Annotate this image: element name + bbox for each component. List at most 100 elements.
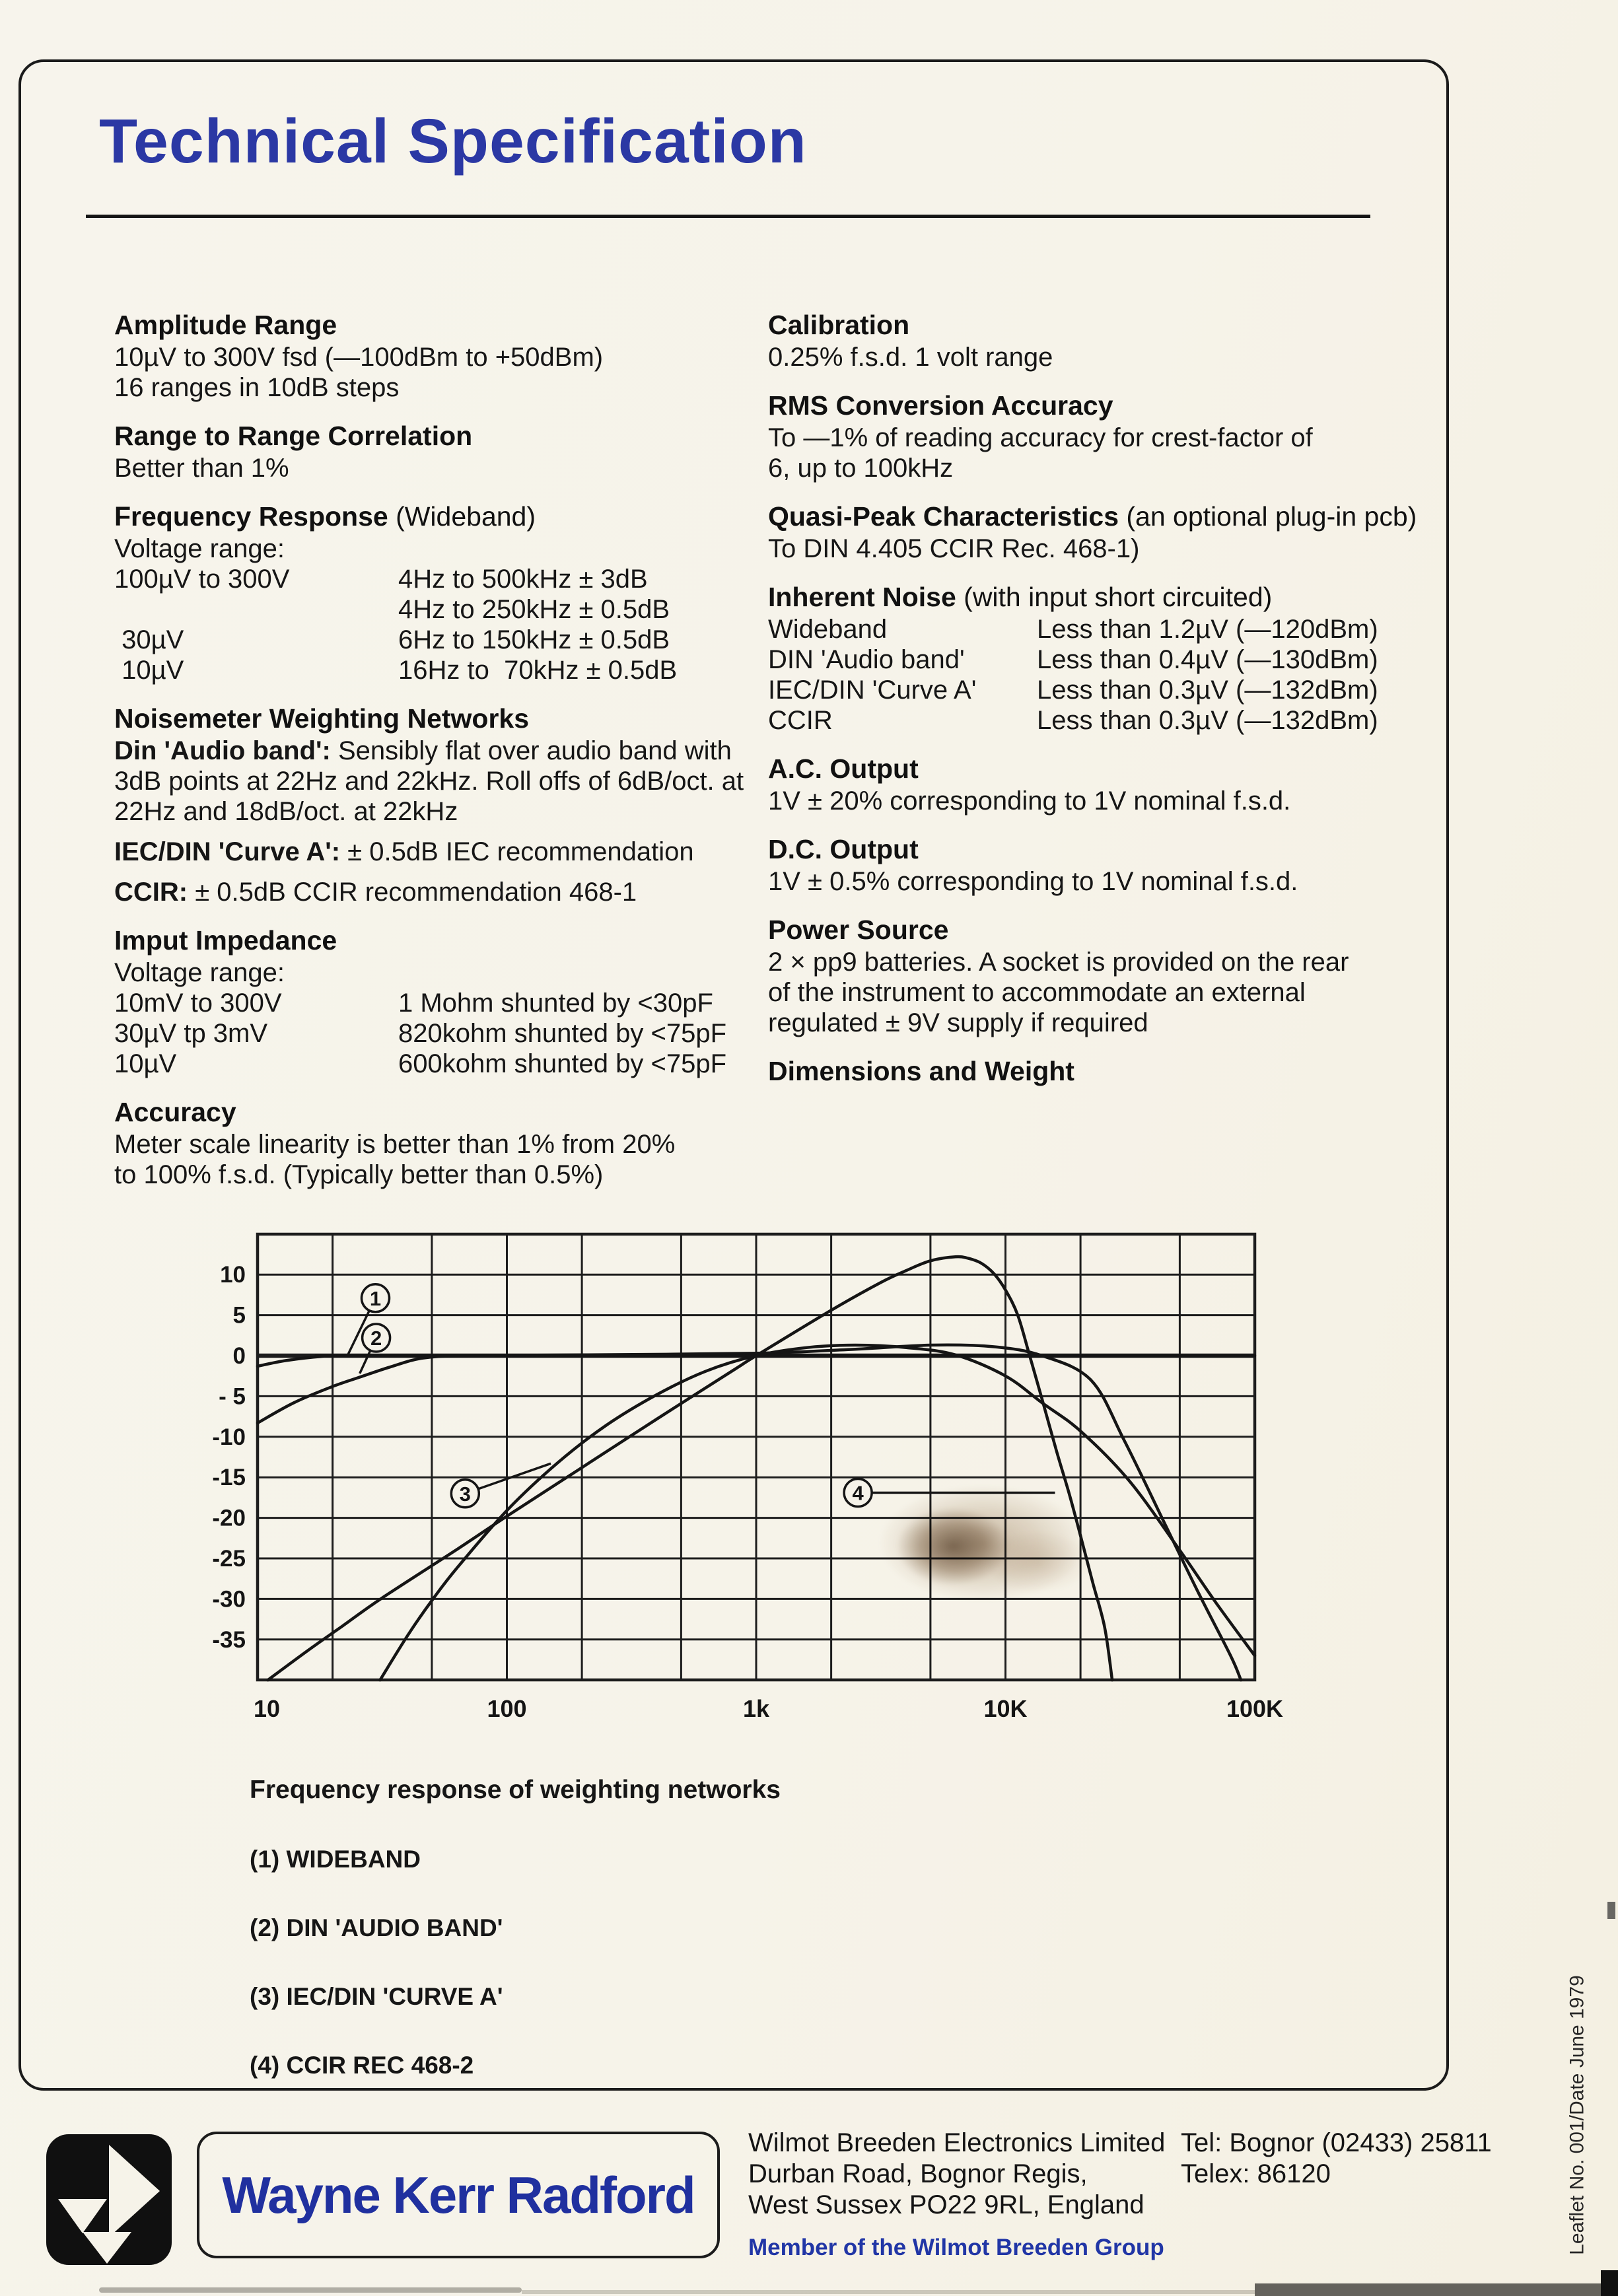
curve-iec-din-curve-a bbox=[378, 1343, 1257, 1682]
x-tick-label: 10 bbox=[254, 1695, 280, 1722]
legend-item: (4) CCIR REC 468-2 bbox=[250, 2052, 474, 2079]
spec-pair-value: Less than 0.3µV (—132dBm) bbox=[1037, 706, 1378, 735]
section-heading-suffix: (Wideband) bbox=[388, 501, 536, 532]
spec-pair-value: 4Hz to 500kHz ± 3dB bbox=[398, 565, 648, 594]
scan-edge-artifact bbox=[522, 2290, 1255, 2294]
x-tick-label: 100 bbox=[487, 1695, 526, 1722]
section-heading: Dimensions and Weight bbox=[768, 1056, 1074, 1086]
legend-item: (1) WIDEBAND bbox=[250, 1846, 421, 1873]
spec-section: Quasi-Peak Characteristics (an optional … bbox=[768, 501, 1485, 564]
curve-din-audio-band bbox=[256, 1343, 1243, 1682]
scan-edge-artifact bbox=[1255, 2283, 1618, 2296]
spec-line: 10µV to 300V fsd (—100dBm to +50dBm) bbox=[114, 343, 604, 372]
section-heading: Inherent Noise (with input short circuit… bbox=[768, 582, 1273, 612]
contact-line: Tel: Bognor (02433) 25811 bbox=[1181, 2128, 1492, 2157]
callout-number-3: 3 bbox=[460, 1482, 471, 1506]
spec-pair-label: CCIR bbox=[768, 706, 833, 735]
spec-section: Inherent Noise (with input short circuit… bbox=[768, 581, 1485, 736]
x-tick-label: 1k bbox=[743, 1695, 770, 1722]
callout-number-2: 2 bbox=[370, 1327, 382, 1350]
legend-item: (3) IEC/DIN 'CURVE A' bbox=[250, 1983, 503, 2010]
spec-pair-row: IEC/DIN 'Curve A' Less than 0.3µV (—132dB… bbox=[768, 675, 1485, 705]
y-tick-label: -20 bbox=[212, 1506, 246, 1531]
spec-line: of the instrument to accommodate an exte… bbox=[768, 978, 1306, 1007]
section-heading: Frequency Response (Wideband) bbox=[114, 501, 536, 532]
y-tick-label: 10 bbox=[220, 1262, 246, 1288]
section-heading: Calibration bbox=[768, 310, 910, 340]
section-heading: RMS Conversion Accuracy bbox=[768, 390, 1113, 421]
spec-pair-value: 820kohm shunted by <75pF bbox=[398, 1019, 727, 1048]
spec-line: To —1% of reading accuracy for crest-fac… bbox=[768, 423, 1313, 452]
spec-pair-value: Less than 1.2µV (—120dBm) bbox=[1037, 615, 1378, 644]
callout-number-4: 4 bbox=[852, 1482, 864, 1505]
callout-leader-3 bbox=[478, 1462, 551, 1490]
spec-section: Amplitude Range 10µV to 300V fsd (—100dBm… bbox=[114, 309, 785, 403]
spec-section: Imput Impedance Voltage range: 10mV to 300… bbox=[114, 924, 785, 1079]
spec-pair-row: 10µV 16Hz to 70kHz ± 0.5dB bbox=[114, 655, 785, 685]
spec-pair-row: 100µV to 300V 4Hz to 500kHz ± 3dB bbox=[114, 564, 785, 594]
scan-edge-artifact bbox=[1607, 1902, 1615, 1919]
spec-pair-label: 10µV bbox=[114, 1049, 177, 1078]
spec-section: Range to Range Correlation Better than 1% bbox=[114, 420, 785, 483]
chart-legend: Frequency response of weighting networks… bbox=[250, 1775, 781, 2080]
section-heading: Range to Range Correlation bbox=[114, 421, 473, 451]
y-tick-label: - 5 bbox=[219, 1383, 246, 1409]
spec-column-left: Amplitude Range 10µV to 300V fsd (—100dBm… bbox=[114, 309, 785, 1207]
y-tick-label: 5 bbox=[233, 1303, 246, 1329]
company-address: Wilmot Breeden Electronics Limited Durban… bbox=[748, 2128, 1165, 2221]
callout-number-1: 1 bbox=[370, 1287, 381, 1310]
callout-circle-3 bbox=[450, 1478, 481, 1509]
x-axis-labels: 10 100 1k 10K 100K bbox=[254, 1695, 1283, 1722]
spec-section: Power Source 2 × pp9 batteries. A socket … bbox=[768, 914, 1485, 1038]
y-tick-label: -35 bbox=[212, 1627, 246, 1653]
section-heading: Imput Impedance bbox=[114, 925, 337, 956]
spec-pair-row: DIN 'Audio band' Less than 0.4µV (—130dBm… bbox=[768, 644, 1485, 675]
spec-pair-row: 4Hz to 250kHz ± 0.5dB bbox=[114, 594, 785, 625]
member-note: Member of the Wilmot Breeden Group bbox=[748, 2235, 1164, 2260]
title-rule bbox=[86, 215, 1370, 218]
callout-leader-2 bbox=[359, 1350, 371, 1374]
spec-line: 1V ± 20% corresponding to 1V nominal f.s… bbox=[768, 786, 1291, 816]
section-heading: A.C. Output bbox=[768, 753, 919, 784]
section-heading: Amplitude Range bbox=[114, 310, 337, 340]
scan-edge-artifact bbox=[1601, 2270, 1618, 2296]
chart-legend-title: Frequency response of weighting networks bbox=[250, 1776, 781, 1804]
spec-section: A.C. Output 1V ± 20% corresponding to 1V … bbox=[768, 753, 1485, 816]
spec-line: 2 × pp9 batteries. A socket is provided … bbox=[768, 948, 1349, 977]
section-heading: Quasi-Peak Characteristics (an optional … bbox=[768, 501, 1417, 532]
spec-pair-label: 10µV bbox=[114, 656, 184, 685]
callout-leader-1 bbox=[347, 1310, 370, 1355]
leaflet-number-note: Leaflet No. 001/Date June 1979 bbox=[1566, 1975, 1588, 2255]
y-axis-labels: 10 5 0 - 5 -10 -15 -20 -25 -30 -35 bbox=[212, 1262, 246, 1653]
spec-pair-label: Wideband bbox=[768, 615, 888, 644]
spec-paragraph-lead: Din 'Audio band': bbox=[114, 736, 331, 765]
spec-pair-label: IEC/DIN 'Curve A' bbox=[768, 676, 977, 705]
chart-grid bbox=[256, 1234, 1256, 1680]
spec-pair-label: 30µV bbox=[114, 625, 184, 654]
section-heading: D.C. Output bbox=[768, 834, 919, 864]
section-heading-suffix: (with input short circuited) bbox=[956, 582, 1273, 612]
spec-section: Dimensions and Weight bbox=[768, 1055, 1485, 1087]
x-tick-label: 100K bbox=[1226, 1695, 1283, 1722]
section-heading-suffix: (an optional plug-in pcb) bbox=[1119, 501, 1417, 532]
page-frame-border bbox=[18, 59, 1449, 2091]
spec-pair-value: 4Hz to 250kHz ± 0.5dB bbox=[398, 595, 670, 624]
callout-circle-2 bbox=[361, 1323, 392, 1353]
spec-line: to 100% f.s.d. (Typically better than 0.… bbox=[114, 1160, 604, 1189]
spec-pair-row: CCIR Less than 0.3µV (—132dBm) bbox=[768, 705, 1485, 736]
spec-line: Voltage range: bbox=[114, 958, 285, 987]
address-line: Wilmot Breeden Electronics Limited bbox=[748, 2128, 1166, 2157]
spec-pair-value: Less than 0.3µV (—132dBm) bbox=[1037, 676, 1378, 705]
legend-item: (2) DIN 'AUDIO BAND' bbox=[250, 1914, 503, 1941]
y-tick-label: -25 bbox=[212, 1546, 246, 1572]
address-line: West Sussex PO22 9RL, England bbox=[748, 2190, 1144, 2219]
spec-pair-value: 6Hz to 150kHz ± 0.5dB bbox=[398, 625, 670, 654]
x-tick-label: 10K bbox=[983, 1695, 1027, 1722]
spec-pair-value: Less than 0.4µV (—130dBm) bbox=[1037, 645, 1378, 674]
chart-border bbox=[256, 1232, 1257, 1682]
spec-pair-label: DIN 'Audio band' bbox=[768, 645, 965, 674]
chart-curves bbox=[256, 1255, 1257, 1682]
callout-circle-4 bbox=[843, 1477, 873, 1508]
